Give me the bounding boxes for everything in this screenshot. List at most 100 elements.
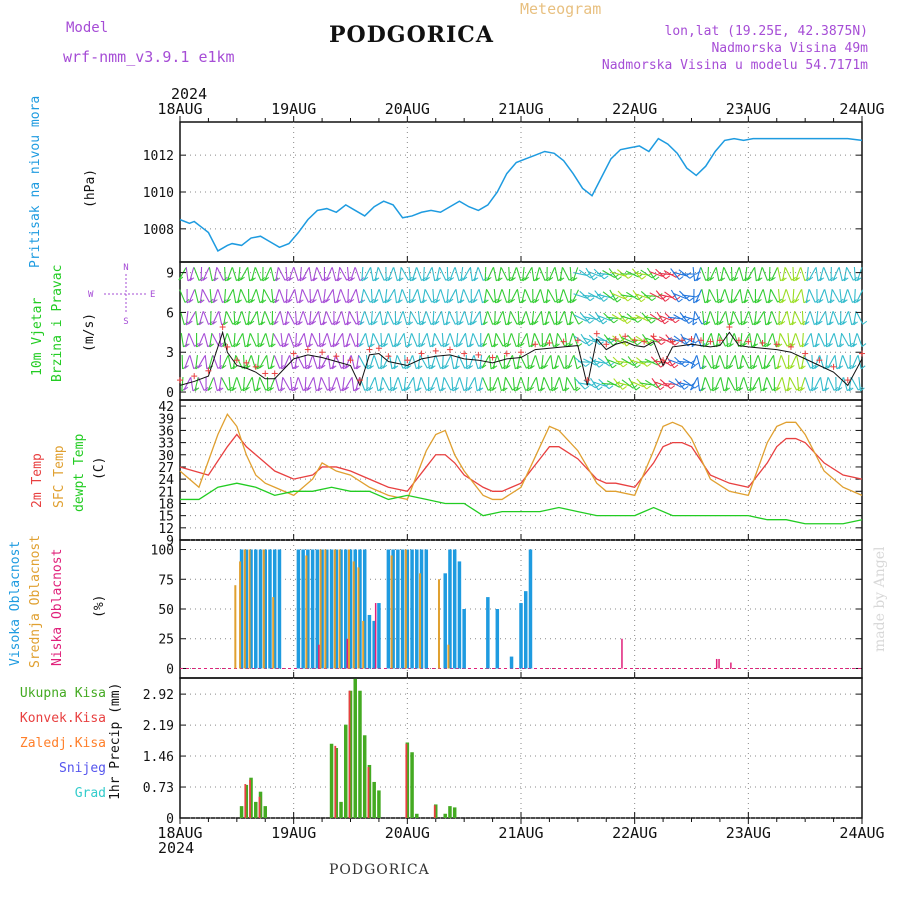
wind-barb-shaft <box>301 267 310 281</box>
wind-barb-shaft <box>356 310 359 326</box>
wind-barb-shaft <box>786 377 791 391</box>
wind-barb-flag <box>743 299 749 304</box>
wind-barb-shaft <box>781 289 787 303</box>
wind-barb-shaft <box>597 336 611 344</box>
wind-barb-flag <box>728 364 733 369</box>
wind-barb-shaft <box>665 334 676 346</box>
wind-barb-shaft <box>383 333 389 347</box>
cloud-bar-0 <box>509 656 514 669</box>
wind-barb-shaft <box>743 377 749 391</box>
wind-barb-shaft <box>742 333 750 347</box>
wind-barb-shaft <box>754 266 757 282</box>
wind-barb-flag <box>411 298 416 303</box>
wind-barb-shaft <box>597 357 610 367</box>
wind-barb-flag <box>684 363 690 368</box>
precip-bar-0 <box>377 790 381 818</box>
wind-barb-shaft <box>464 333 469 347</box>
cloud-ytick-label: 0 <box>166 662 174 677</box>
wind-barb-flag <box>320 364 326 369</box>
wind-barb-shaft <box>658 315 673 321</box>
wind-barb-shaft <box>804 311 811 325</box>
temp-ytick-label: 30 <box>158 449 174 464</box>
wind-barb-flag <box>730 321 735 326</box>
wind-barb-flag <box>819 277 825 282</box>
wind-barb-shaft <box>189 267 195 281</box>
wind-barb-shaft <box>611 314 625 322</box>
wind-barb-shaft <box>378 289 384 303</box>
wind-barb-shaft <box>628 377 637 391</box>
wind-barb-shaft <box>715 267 720 281</box>
wind-barb-shaft <box>655 290 666 302</box>
wind-barb-shaft <box>261 288 265 304</box>
bottom-date-label: 22AUG <box>612 824 657 842</box>
wind-barb-shaft <box>308 333 313 347</box>
wind-barb-shaft <box>609 289 618 303</box>
wind-barb-shaft <box>441 332 444 348</box>
wind-barb-shaft <box>285 266 288 282</box>
wind-barb-shaft <box>311 289 319 303</box>
wind-barb-shaft <box>828 333 835 347</box>
wind-barb-shaft <box>221 355 229 369</box>
wind-barb-flag <box>837 387 843 391</box>
wind-barb-shaft <box>856 289 864 303</box>
cloud-bar-0 <box>367 614 372 669</box>
wind-barb-flag <box>270 365 275 370</box>
wind-barb-shaft <box>472 289 480 303</box>
wind-barb-shaft <box>520 311 527 325</box>
cloud-bar-0 <box>254 549 258 669</box>
wind-barb-flag <box>665 275 671 280</box>
wind-barb-shaft <box>692 310 696 326</box>
wind-barb-shaft <box>430 355 436 369</box>
wind-barb-shaft <box>417 354 421 370</box>
wind-barb-shaft <box>794 311 802 325</box>
wind-barb-shaft <box>411 333 418 347</box>
wind-barb-shaft <box>555 332 559 348</box>
wind-barb-flag <box>627 297 632 302</box>
wind-barb-shaft <box>233 332 236 348</box>
wind-barb-shaft <box>733 311 740 325</box>
wind-barb-shaft <box>178 267 187 281</box>
wind-barb-shaft <box>594 311 604 325</box>
wind-barb-flag <box>599 341 604 346</box>
wind-barb-shaft <box>463 289 470 303</box>
wind-barb-shaft <box>575 378 586 390</box>
wind-barb-flag <box>715 365 720 370</box>
model-elevation-label: Nadmorska Visina u modelu 54.7171m <box>601 58 868 73</box>
wind-barb-flag <box>441 387 446 392</box>
wind-barb-flag <box>577 343 583 347</box>
wind-barb-flag <box>337 277 342 282</box>
wind-barb-shaft <box>525 311 531 325</box>
wind-barb-shaft <box>317 377 322 391</box>
wind-barb-shaft <box>270 332 274 348</box>
cloud-bar-0 <box>486 597 490 669</box>
wind-barb-shaft <box>621 358 634 366</box>
wind-barb-shaft <box>288 333 295 347</box>
cloud-bar-1 <box>348 549 350 669</box>
wind-barb-flag <box>524 276 530 281</box>
wind-barb-shaft <box>282 377 291 391</box>
compass-rose-icon: N S W E <box>88 263 155 327</box>
wind-barb-shaft <box>540 377 545 391</box>
wind-barb-shaft <box>380 354 383 370</box>
wind-barb-shaft <box>194 289 199 303</box>
wind-barb-shaft <box>776 355 782 369</box>
wind-barb-flag <box>612 364 617 369</box>
wind-barb-shaft <box>853 311 857 325</box>
wind-barb-shaft <box>823 267 830 281</box>
wind-barb-shaft <box>757 355 763 369</box>
wind-barb-flag <box>483 321 488 326</box>
wind-barb-shaft <box>316 267 323 281</box>
wind-barb-flag <box>398 299 403 304</box>
wind-barb-shaft <box>667 337 682 343</box>
wind-barb-flag <box>651 297 657 301</box>
wind-barb-shaft <box>819 377 824 391</box>
wind-barb-flag <box>534 299 540 303</box>
wind-barb-shaft <box>635 335 648 345</box>
wind-barb-flag <box>269 387 275 391</box>
wind-barb-shaft <box>218 311 223 325</box>
wind-barb-shaft <box>653 381 668 387</box>
cloud-bar-0 <box>419 549 424 669</box>
wind-barb-shaft <box>459 289 465 303</box>
cloud-bar-0 <box>249 549 253 669</box>
wind-barb-shaft <box>694 311 703 325</box>
